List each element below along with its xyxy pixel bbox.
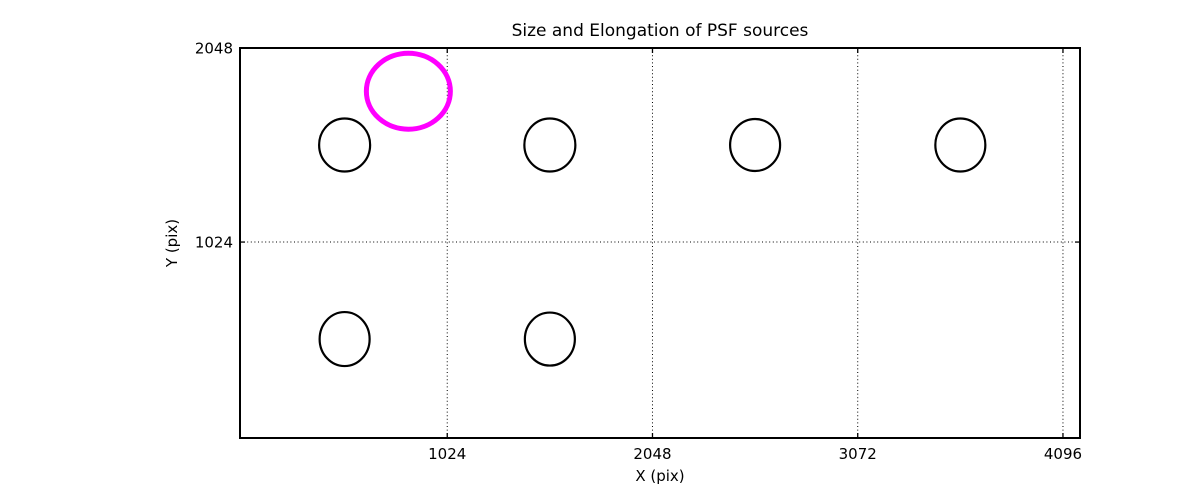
y-tick-label: 2048 [195,40,233,58]
plot-border [239,47,1081,439]
x-tick-label: 2048 [633,445,671,463]
psf-sources-marker [523,311,576,367]
psf-sources-marker [729,117,782,173]
y-tick-label: 1024 [195,234,233,252]
highlighted-source-marker [363,50,453,132]
x-axis-label: X (pix) [635,467,684,485]
psf-sources-marker [318,117,372,173]
x-tick-label: 1024 [428,445,466,463]
tick-label-layer: 1024 2048 3072 4096 1024 2048 [195,40,1082,464]
y-axis-label: Y (pix) [163,219,181,268]
tick-layer [240,47,1080,438]
grid-layer [240,48,1080,438]
psf-sources-marker [934,117,987,173]
psf-sources-marker [318,310,371,368]
psf-sources-marker [523,117,577,173]
x-tick-label: 4096 [1044,445,1082,463]
x-tick-label: 3072 [839,445,877,463]
point-layer [318,50,987,368]
chart-title: Size and Elongation of PSF sources [512,21,809,41]
